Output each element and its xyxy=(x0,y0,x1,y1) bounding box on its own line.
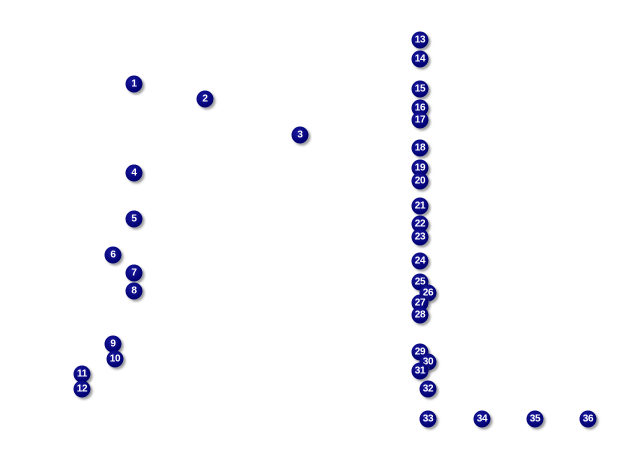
numbered-marker-31[interactable]: 31 xyxy=(411,362,429,380)
numbered-marker-36[interactable]: 36 xyxy=(579,410,597,428)
numbered-marker-12[interactable]: 12 xyxy=(73,380,91,398)
numbered-marker-8[interactable]: 8 xyxy=(125,282,143,300)
numbered-marker-3[interactable]: 3 xyxy=(291,126,309,144)
numbered-marker-18[interactable]: 18 xyxy=(411,139,429,157)
numbered-marker-6[interactable]: 6 xyxy=(104,246,122,264)
numbered-marker-5[interactable]: 5 xyxy=(125,210,143,228)
numbered-marker-10[interactable]: 10 xyxy=(106,350,124,368)
numbered-marker-15[interactable]: 15 xyxy=(411,80,429,98)
numbered-marker-17[interactable]: 17 xyxy=(411,111,429,129)
numbered-marker-28[interactable]: 28 xyxy=(411,306,429,324)
numbered-marker-11[interactable]: 11 xyxy=(73,365,91,383)
numbered-marker-34[interactable]: 34 xyxy=(473,410,491,428)
numbered-marker-4[interactable]: 4 xyxy=(125,164,143,182)
numbered-marker-24[interactable]: 24 xyxy=(411,252,429,270)
numbered-marker-35[interactable]: 35 xyxy=(526,410,544,428)
numbered-marker-9[interactable]: 9 xyxy=(104,335,122,353)
numbered-marker-13[interactable]: 13 xyxy=(411,31,429,49)
numbered-marker-21[interactable]: 21 xyxy=(411,197,429,215)
numbered-marker-23[interactable]: 23 xyxy=(411,228,429,246)
numbered-marker-7[interactable]: 7 xyxy=(125,264,143,282)
numbered-marker-19[interactable]: 19 xyxy=(411,159,429,177)
numbered-marker-1[interactable]: 1 xyxy=(125,75,143,93)
numbered-marker-22[interactable]: 22 xyxy=(411,215,429,233)
numbered-marker-33[interactable]: 33 xyxy=(419,410,437,428)
numbered-marker-14[interactable]: 14 xyxy=(411,50,429,68)
numbered-marker-20[interactable]: 20 xyxy=(411,172,429,190)
numbered-marker-2[interactable]: 2 xyxy=(196,90,214,108)
numbered-marker-32[interactable]: 32 xyxy=(419,380,437,398)
